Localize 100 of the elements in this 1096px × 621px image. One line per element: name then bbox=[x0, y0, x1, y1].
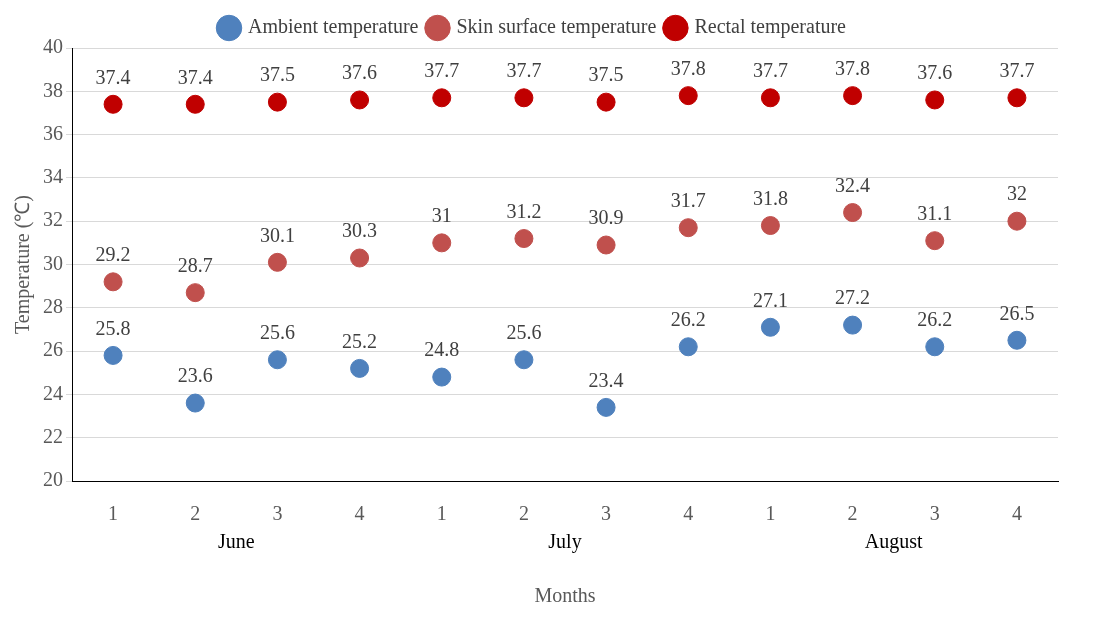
point bbox=[432, 367, 452, 387]
data-label: 31.8 bbox=[752, 186, 788, 209]
text: June bbox=[218, 530, 255, 553]
data-label: 23.4 bbox=[588, 368, 624, 391]
data-label: 37.6 bbox=[917, 61, 953, 84]
point bbox=[185, 94, 205, 114]
point bbox=[596, 235, 616, 255]
data-label: 31.2 bbox=[506, 199, 542, 222]
point bbox=[925, 337, 945, 357]
point bbox=[350, 358, 370, 378]
data-label: 32 bbox=[1006, 182, 1027, 205]
point bbox=[514, 88, 534, 108]
data-label: 37.4 bbox=[177, 65, 213, 88]
x-tick-label: 2 bbox=[190, 502, 201, 525]
data-label: 37.7 bbox=[424, 59, 460, 82]
y-tick-label: 24 bbox=[43, 381, 63, 404]
point bbox=[760, 216, 780, 236]
point bbox=[1007, 211, 1027, 231]
data-label: 37.5 bbox=[259, 63, 295, 86]
point bbox=[843, 203, 863, 223]
point bbox=[596, 397, 616, 417]
data-label: 27.1 bbox=[752, 288, 788, 311]
y-axis-title: Temperature (℃) bbox=[11, 194, 35, 335]
data-label: 25.6 bbox=[259, 321, 295, 344]
point bbox=[432, 88, 452, 108]
data-label: 37.7 bbox=[506, 59, 542, 82]
data-label: 30.9 bbox=[588, 206, 624, 229]
point bbox=[678, 86, 698, 106]
data-label: 37.7 bbox=[752, 59, 788, 82]
y-tick-label: 36 bbox=[43, 121, 63, 144]
point bbox=[432, 233, 452, 253]
text: July bbox=[548, 530, 582, 554]
point bbox=[760, 88, 780, 108]
y-tick-label: 34 bbox=[43, 165, 63, 188]
legend-label: Ambient temperature bbox=[248, 15, 419, 39]
data-label: 24.8 bbox=[424, 338, 460, 361]
point bbox=[1007, 88, 1027, 108]
x-tick-label: 4 bbox=[1011, 502, 1022, 525]
y-tick-label: 22 bbox=[43, 424, 63, 447]
data-label: 26.2 bbox=[670, 308, 706, 331]
point bbox=[843, 86, 863, 106]
data-label: 37.4 bbox=[95, 65, 131, 88]
data-label: 27.2 bbox=[835, 286, 871, 309]
point bbox=[925, 90, 945, 110]
data-label: 23.6 bbox=[177, 364, 213, 387]
point bbox=[678, 218, 698, 238]
point bbox=[267, 252, 287, 272]
point bbox=[350, 248, 370, 268]
x-tick-label: 1 bbox=[108, 502, 119, 525]
x-tick-label: 2 bbox=[518, 502, 529, 525]
data-label: 25.8 bbox=[95, 316, 131, 339]
data-label: 37.7 bbox=[999, 59, 1035, 82]
y-tick-label: 40 bbox=[43, 35, 63, 58]
data-label: 37.8 bbox=[670, 56, 706, 79]
point bbox=[185, 283, 205, 303]
x-tick-label: 3 bbox=[601, 502, 612, 525]
point bbox=[267, 350, 287, 370]
y-tick-label: 38 bbox=[43, 78, 63, 101]
point bbox=[103, 94, 123, 114]
data-label: 31.1 bbox=[917, 201, 953, 224]
point bbox=[514, 229, 534, 249]
point bbox=[103, 272, 123, 292]
data-label: 26.5 bbox=[999, 301, 1035, 324]
point bbox=[267, 92, 287, 112]
x-tick-label: 3 bbox=[929, 502, 940, 525]
x-tick-label: 1 bbox=[765, 502, 776, 525]
data-label: 29.2 bbox=[95, 243, 131, 266]
point bbox=[678, 337, 698, 357]
data-label: 37.5 bbox=[588, 63, 624, 86]
point bbox=[185, 393, 205, 413]
data-label: 37.6 bbox=[342, 61, 378, 84]
y-tick-label: 30 bbox=[43, 251, 63, 274]
y-tick-label: 32 bbox=[43, 208, 63, 231]
point bbox=[843, 315, 863, 335]
data-label: 32.4 bbox=[835, 173, 871, 196]
data-label: 25.6 bbox=[506, 321, 542, 344]
point bbox=[103, 345, 123, 365]
y-tick-label: 28 bbox=[43, 295, 63, 318]
x-tick-label: 2 bbox=[847, 502, 858, 525]
x-axis-title: Months bbox=[534, 584, 596, 607]
x-tick-label: 4 bbox=[354, 502, 365, 525]
data-label: 30.1 bbox=[259, 223, 295, 246]
y-tick-label: 20 bbox=[43, 468, 63, 491]
data-label: 37.8 bbox=[835, 56, 871, 79]
point bbox=[514, 350, 534, 370]
data-label: 28.7 bbox=[177, 253, 213, 276]
point bbox=[925, 231, 945, 251]
text: August bbox=[864, 530, 923, 554]
point bbox=[350, 90, 370, 110]
x-tick-label: 3 bbox=[272, 502, 283, 525]
point bbox=[596, 92, 616, 112]
legend-label: Rectal temperature bbox=[694, 15, 847, 39]
data-label: 31 bbox=[431, 204, 452, 227]
x-tick-label: 1 bbox=[436, 502, 447, 525]
data-label: 26.2 bbox=[917, 308, 953, 331]
x-tick-label: 4 bbox=[683, 502, 694, 525]
legend-label: Skin surface temperature bbox=[456, 15, 657, 39]
data-label: 25.2 bbox=[342, 329, 378, 352]
data-label: 31.7 bbox=[670, 188, 706, 211]
point bbox=[1007, 330, 1027, 350]
